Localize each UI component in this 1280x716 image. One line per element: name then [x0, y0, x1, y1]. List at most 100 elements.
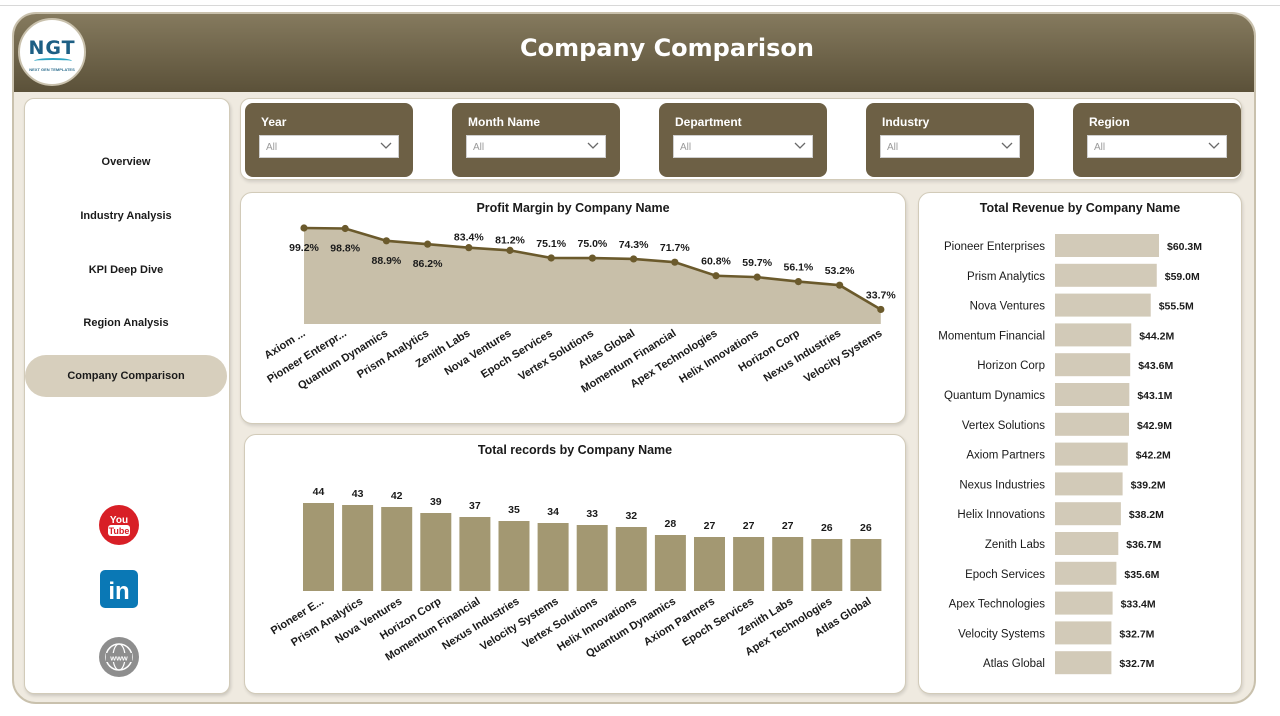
- total-records-panel: Total records by Company Name 44 Pioneer …: [244, 434, 906, 694]
- total-revenue-bar: [1055, 263, 1157, 287]
- profit-margin-data-label: 33.7%: [866, 289, 896, 301]
- filter-region-dropdown[interactable]: All: [1087, 135, 1227, 158]
- svg-text:Tube: Tube: [109, 526, 130, 536]
- profit-margin-point: [341, 224, 349, 233]
- filter-department-value: All: [680, 142, 692, 153]
- total-revenue-bar: [1055, 442, 1128, 466]
- filter-year-dropdown[interactable]: All: [259, 135, 399, 158]
- profit-margin-point: [506, 246, 514, 254]
- filter-month-name-label: Month Name: [468, 115, 540, 129]
- total-revenue-data-label: $38.2M: [1129, 509, 1164, 521]
- total-records-data-label: 26: [821, 522, 833, 534]
- profit-margin-chart: 99.2% 98.8% 88.9% 86.2% 83.4% 81.2% 75.1% 75.0%…: [262, 224, 896, 396]
- total-records-bar: [615, 527, 647, 591]
- total-revenue-y-tick-label: Epoch Services: [965, 569, 1045, 581]
- total-revenue-y-tick-label: Quantum Dynamics: [944, 390, 1045, 402]
- svg-text:www: www: [109, 654, 128, 663]
- total-records-bar: [381, 507, 413, 591]
- profit-margin-point: [547, 254, 555, 262]
- profit-margin-x-tick-label: Velocity Systems: [802, 327, 885, 385]
- filter-industry-dropdown[interactable]: All: [880, 135, 1020, 158]
- profit-margin-point: [753, 273, 761, 281]
- profit-margin-point: [671, 258, 679, 266]
- profit-margin-x-tick-label: Vertex Solutions: [517, 327, 596, 383]
- profit-margin-data-label: 60.8%: [701, 256, 731, 268]
- header-bar: NGT NEXT GEN TEMPLATES Company Compariso…: [14, 14, 1254, 92]
- total-revenue-data-label: $42.2M: [1136, 450, 1171, 462]
- filter-industry-label: Industry: [882, 115, 930, 129]
- total-records-data-label: 44: [313, 486, 325, 498]
- profit-margin-point: [588, 254, 596, 262]
- profit-margin-area: [304, 227, 881, 324]
- filter-department-dropdown[interactable]: All: [673, 135, 813, 158]
- chevron-down-icon: [1208, 142, 1220, 149]
- total-revenue-y-tick-label: Nova Ventures: [970, 301, 1046, 313]
- total-revenue-bar: [1055, 561, 1117, 585]
- filter-region-label: Region: [1089, 115, 1130, 129]
- total-records-bar: [733, 537, 765, 591]
- total-revenue-chart: Pioneer Enterprises $60.3M Prism Analytics…: [938, 234, 1202, 675]
- filter-year: Year All: [245, 103, 413, 177]
- total-records-data-label: 26: [860, 522, 872, 534]
- linkedin-icon[interactable]: in: [97, 567, 141, 611]
- total-revenue-data-label: $60.3M: [1167, 241, 1202, 253]
- total-records-data-label: 43: [352, 488, 364, 500]
- nav-item-company-comparison[interactable]: Company Comparison: [25, 355, 227, 397]
- profit-margin-data-label: 83.4%: [454, 232, 484, 244]
- filter-region-value: All: [1094, 142, 1106, 153]
- total-records-bar: [537, 523, 569, 591]
- total-records-data-label: 33: [586, 508, 598, 520]
- logo: NGT NEXT GEN TEMPLATES: [18, 18, 86, 86]
- nav-item-kpi-deep-dive[interactable]: KPI Deep Dive: [88, 264, 164, 276]
- total-records-data-label: 42: [391, 490, 403, 502]
- total-revenue-y-tick-label: Prism Analytics: [967, 271, 1045, 283]
- total-revenue-y-tick-label: Pioneer Enterprises: [944, 241, 1045, 253]
- total-revenue-panel: Total Revenue by Company Name Pioneer En…: [918, 192, 1242, 694]
- filter-industry-value: All: [887, 142, 899, 153]
- profit-margin-data-label: 81.2%: [495, 234, 525, 246]
- total-revenue-bar: [1055, 234, 1159, 257]
- total-records-bar: [303, 503, 334, 591]
- dashboard-frame: NGT NEXT GEN TEMPLATES Company Compariso…: [12, 12, 1256, 704]
- total-records-data-label: 27: [743, 520, 755, 532]
- filter-month-name-dropdown[interactable]: All: [466, 135, 606, 158]
- total-revenue-bar: [1055, 323, 1132, 347]
- total-records-bar: [811, 539, 843, 591]
- youtube-icon[interactable]: You Tube: [97, 503, 141, 547]
- logo-swoosh-icon: [34, 58, 72, 64]
- total-revenue-bar: [1055, 472, 1123, 496]
- filter-month-name-value: All: [473, 142, 485, 153]
- total-revenue-y-tick-label: Helix Innovations: [957, 509, 1045, 521]
- window-top-strip: [0, 0, 1280, 6]
- total-records-data-label: 35: [508, 504, 520, 516]
- filter-year-label: Year: [261, 115, 287, 129]
- nav-item-industry-analysis[interactable]: Industry Analysis: [80, 210, 172, 222]
- total-revenue-data-label: $32.7M: [1119, 628, 1154, 640]
- total-revenue-data-label: $36.7M: [1126, 539, 1161, 551]
- profit-margin-point: [712, 272, 720, 280]
- page-title: Company Comparison: [520, 34, 814, 62]
- profit-margin-data-label: 99.2%: [289, 242, 319, 254]
- profit-margin-point: [877, 305, 885, 314]
- nav-item-overview[interactable]: Overview: [101, 156, 151, 168]
- total-records-bar: [654, 535, 686, 591]
- total-revenue-y-tick-label: Horizon Corp: [977, 360, 1045, 372]
- svg-text:in: in: [108, 578, 129, 605]
- total-records-bar: [694, 537, 725, 591]
- profit-margin-x-tick-label: Prism Analytics: [355, 327, 431, 381]
- profit-margin-point: [465, 244, 473, 252]
- total-records-bar: [459, 517, 491, 591]
- total-records-bar: [342, 505, 374, 591]
- sidebar-nav: Overview Industry Analysis KPI Deep Dive…: [24, 98, 230, 694]
- nav-item-region-analysis[interactable]: Region Analysis: [83, 317, 169, 329]
- filter-year-value: All: [266, 142, 278, 153]
- filter-department: Department All: [659, 103, 827, 177]
- globe-icon[interactable]: www: [97, 635, 141, 679]
- total-revenue-y-tick-label: Vertex Solutions: [962, 420, 1045, 432]
- total-revenue-data-label: $42.9M: [1137, 420, 1172, 432]
- chevron-down-icon: [587, 142, 599, 149]
- total-revenue-data-label: $43.1M: [1137, 390, 1172, 402]
- total-records-bar: [772, 537, 804, 591]
- profit-margin-data-label: 98.8%: [330, 242, 360, 254]
